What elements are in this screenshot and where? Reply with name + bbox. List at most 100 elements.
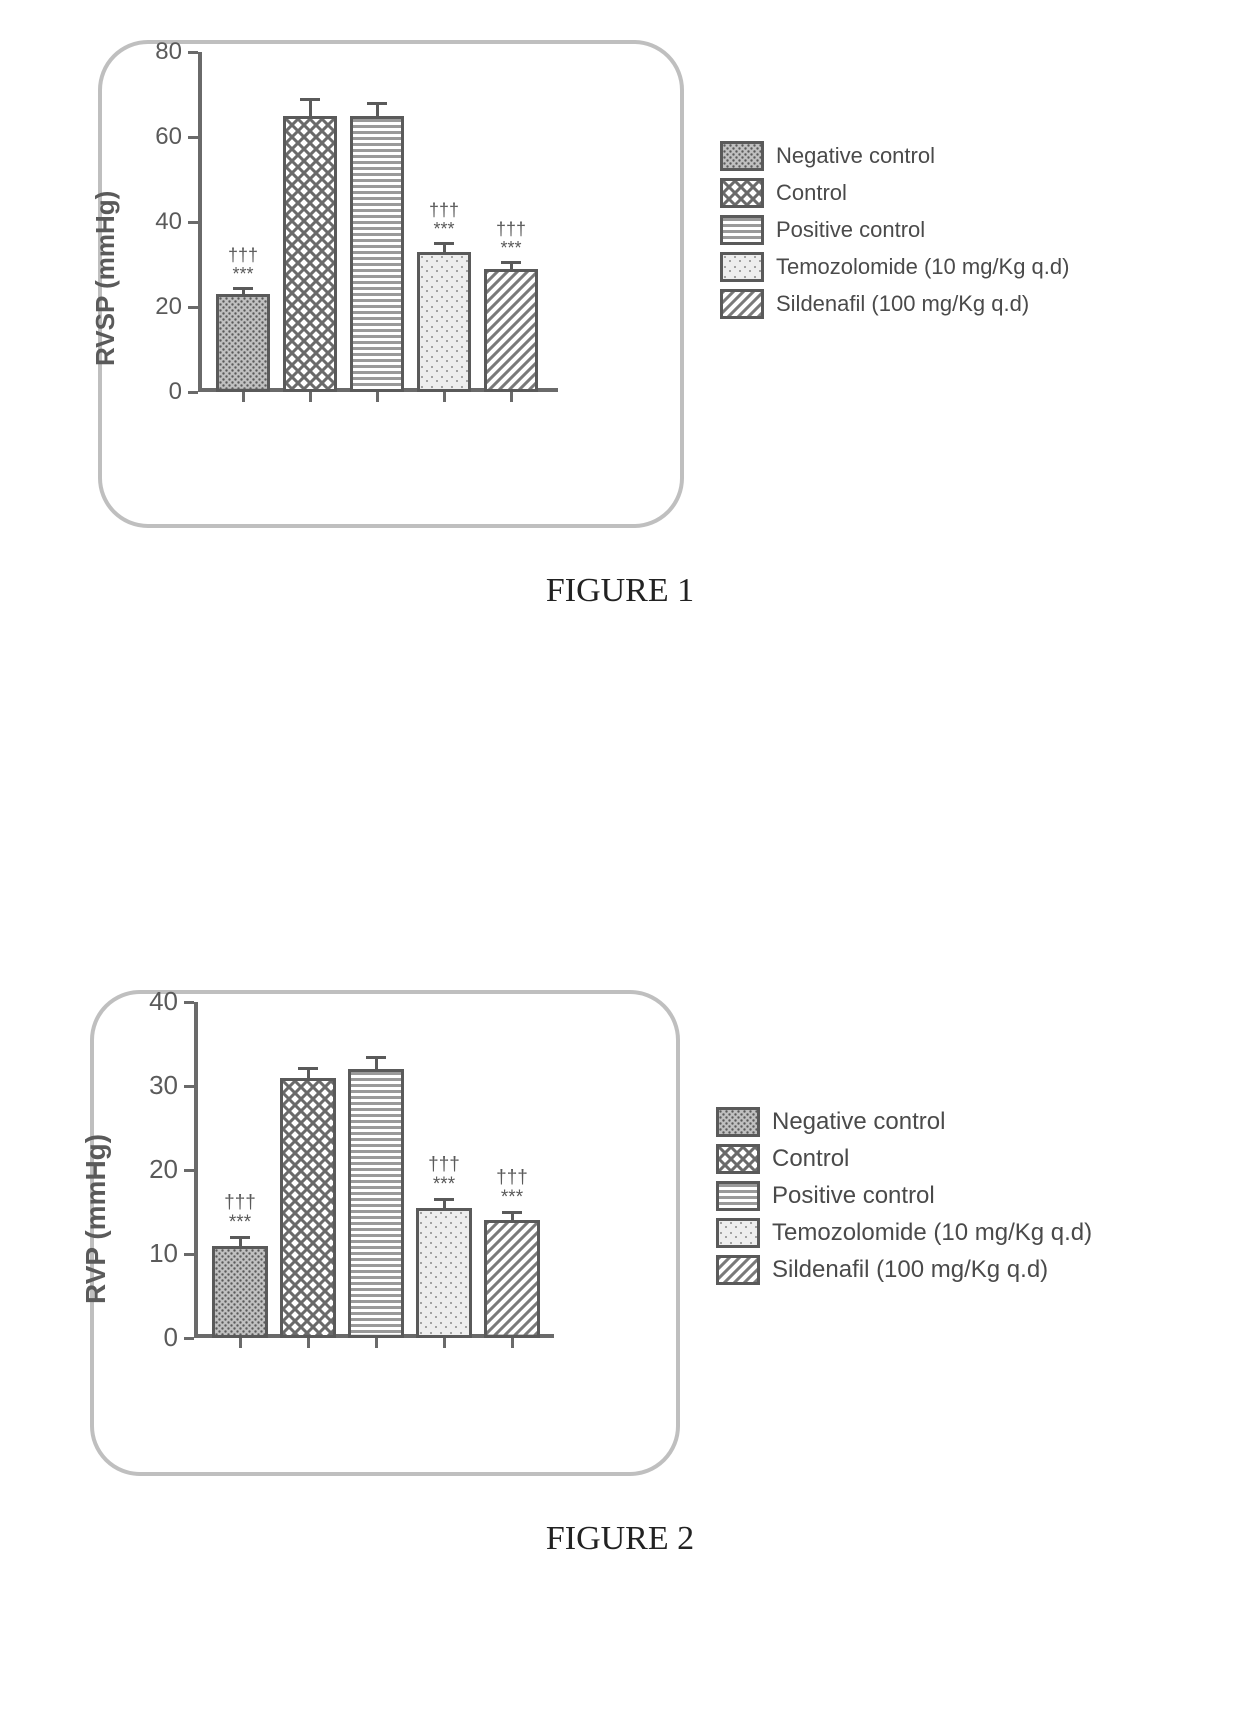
sig-star: *** xyxy=(207,1213,273,1233)
significance-marker: †††*** xyxy=(411,1155,477,1195)
legend-swatch xyxy=(720,252,764,282)
x-tick xyxy=(239,1338,242,1348)
significance-marker: †††*** xyxy=(479,1168,545,1208)
legend-swatch xyxy=(720,289,764,319)
sig-dagger: ††† xyxy=(412,201,476,220)
bar: †††*** xyxy=(212,1002,268,1338)
legend-item: Control xyxy=(720,178,1069,208)
legend-label: Sildenafil (100 mg/Kg q.d) xyxy=(776,291,1029,317)
y-tick-label: 80 xyxy=(122,38,182,66)
sig-star: *** xyxy=(211,265,275,284)
bar: †††*** xyxy=(484,52,538,392)
bar-rect xyxy=(417,252,471,392)
bar: †††*** xyxy=(216,52,270,392)
y-axis xyxy=(198,52,202,392)
legend-swatch xyxy=(720,215,764,245)
legend-item: Positive control xyxy=(720,215,1069,245)
y-tick-label: 20 xyxy=(118,1154,178,1185)
y-tick-label: 60 xyxy=(122,123,182,151)
plot-area: 010203040†††***†††***†††*** xyxy=(194,1002,554,1338)
error-cap xyxy=(300,98,320,101)
y-tick-label: 40 xyxy=(122,208,182,236)
legend-label: Temozolomide (10 mg/Kg q.d) xyxy=(776,254,1069,280)
chart-box: RVSP (mmHg)020406080†††***†††***†††*** xyxy=(98,40,684,528)
error-cap xyxy=(366,1056,386,1059)
y-tick xyxy=(184,1253,194,1256)
legend-label: Negative control xyxy=(772,1108,945,1136)
sig-star: *** xyxy=(411,1175,477,1195)
error-cap xyxy=(230,1236,250,1239)
legend-label: Positive control xyxy=(776,217,925,243)
y-tick-label: 40 xyxy=(118,986,178,1017)
x-tick xyxy=(510,392,513,402)
legend-swatch xyxy=(716,1181,760,1211)
bar: †††*** xyxy=(417,52,471,392)
bar xyxy=(283,52,337,392)
bar: †††*** xyxy=(484,1002,540,1338)
x-tick xyxy=(375,1338,378,1348)
y-tick xyxy=(188,51,198,54)
error-cap xyxy=(367,102,387,105)
sig-star: *** xyxy=(479,239,543,258)
chart-box: RVP (mmHg)010203040†††***†††***†††*** xyxy=(90,990,680,1476)
legend-label: Sildenafil (100 mg/Kg q.d) xyxy=(772,1256,1048,1284)
bar-rect xyxy=(212,1246,268,1338)
y-tick-label: 30 xyxy=(118,1070,178,1101)
significance-marker: †††*** xyxy=(211,246,275,284)
figure-block: RVSP (mmHg)020406080†††***†††***†††***Ne… xyxy=(0,40,1240,610)
legend-swatch xyxy=(716,1255,760,1285)
y-tick xyxy=(184,1085,194,1088)
legend: Negative controlControlPositive controlT… xyxy=(716,1100,1092,1292)
plot-area: 020406080†††***†††***†††*** xyxy=(198,52,558,392)
error-cap xyxy=(434,242,454,245)
legend-swatch xyxy=(720,141,764,171)
figure-caption: FIGURE 1 xyxy=(0,572,1240,610)
x-tick xyxy=(511,1338,514,1348)
sig-star: *** xyxy=(479,1188,545,1208)
legend-swatch xyxy=(716,1218,760,1248)
error-cap xyxy=(233,287,253,290)
figure-row: RVP (mmHg) 010203040†††***†††***†††*** Neg… xyxy=(0,990,1240,1476)
bar-rect xyxy=(416,1208,472,1338)
figure-row: RVSP (mmHg)020406080†††***†††***†††***Ne… xyxy=(0,40,1240,528)
legend-swatch xyxy=(716,1107,760,1137)
y-tick xyxy=(184,1169,194,1172)
error-cap xyxy=(298,1067,318,1070)
page: RVSP (mmHg)020406080†††***†††***†††***Ne… xyxy=(0,0,1240,1725)
x-tick xyxy=(307,1338,310,1348)
figure-block: RVP (mmHg) 010203040†††***†††***†††*** Neg… xyxy=(0,990,1240,1558)
x-tick xyxy=(309,392,312,402)
y-tick xyxy=(188,391,198,394)
bar-rect xyxy=(283,116,337,392)
legend-item: Sildenafil (100 mg/Kg q.d) xyxy=(720,289,1069,319)
legend-label: Control xyxy=(776,180,847,206)
figure-caption: FIGURE 2 xyxy=(0,1520,1240,1558)
error-cap xyxy=(501,261,521,264)
legend-label: Positive control xyxy=(772,1182,935,1210)
y-tick-label: 0 xyxy=(118,1322,178,1353)
significance-marker: †††*** xyxy=(479,220,543,258)
bar-rect xyxy=(350,116,404,392)
y-tick-label: 10 xyxy=(118,1238,178,1269)
sig-star: *** xyxy=(412,220,476,239)
y-tick-label: 20 xyxy=(122,293,182,321)
y-tick xyxy=(188,136,198,139)
x-tick xyxy=(443,392,446,402)
legend-label: Control xyxy=(772,1145,849,1173)
error-cap xyxy=(502,1211,522,1214)
error-bar xyxy=(309,99,312,116)
legend-item: Temozolomide (10 mg/Kg q.d) xyxy=(720,252,1069,282)
y-axis xyxy=(194,1002,198,1338)
y-tick xyxy=(184,1001,194,1004)
bar-rect xyxy=(280,1078,336,1338)
legend-swatch xyxy=(716,1144,760,1174)
legend-swatch xyxy=(720,178,764,208)
bar-rect xyxy=(216,294,270,392)
y-axis-label: RVP (mmHg) xyxy=(80,1134,112,1304)
y-tick xyxy=(188,306,198,309)
bar-rect xyxy=(484,269,538,392)
legend-item: Negative control xyxy=(716,1107,1092,1137)
error-cap xyxy=(434,1198,454,1201)
significance-marker: †††*** xyxy=(412,201,476,239)
y-axis-label: RVSP (mmHg) xyxy=(90,191,121,366)
